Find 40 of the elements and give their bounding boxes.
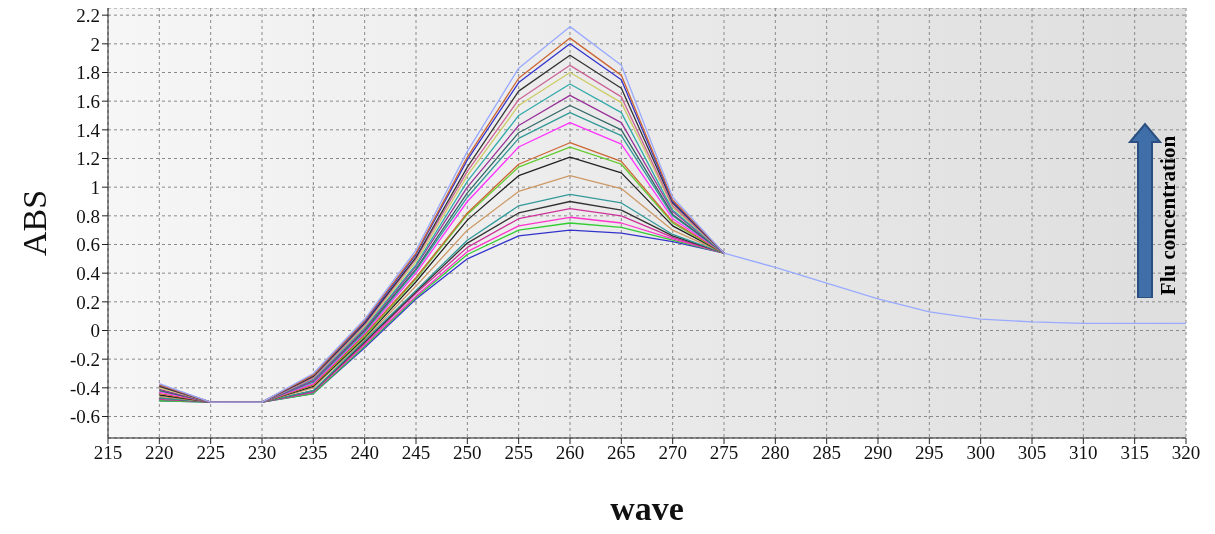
- y-tick-label: 0.6: [76, 234, 100, 256]
- x-tick-label: 240: [350, 442, 379, 464]
- x-tick-label: 295: [915, 442, 944, 464]
- y-tick-label: 1: [90, 176, 100, 198]
- y-tick-label: 2.2: [76, 4, 100, 26]
- x-tick-label: 245: [401, 442, 431, 464]
- x-tick-label: 255: [504, 442, 533, 464]
- x-tick-label: 265: [607, 442, 636, 464]
- x-tick-label: 235: [299, 442, 328, 464]
- x-tick-label: 275: [709, 442, 739, 464]
- y-tick-label: -0.4: [69, 377, 101, 399]
- y-tick-label: 0.8: [76, 205, 100, 227]
- x-tick-label: 310: [1069, 442, 1098, 464]
- y-tick-label: 1.2: [76, 148, 100, 170]
- x-tick-label: 225: [196, 442, 225, 464]
- x-tick-label: 285: [812, 442, 841, 464]
- y-tick-label: 0.4: [76, 262, 101, 284]
- x-tick-label: 215: [93, 442, 123, 464]
- y-axis-title: ABS: [16, 189, 54, 257]
- y-tick-label: 2: [90, 33, 100, 55]
- x-tick-label: 280: [761, 442, 790, 464]
- y-tick-label: 1.4: [76, 119, 101, 141]
- x-axis-title: wave: [610, 490, 684, 527]
- x-tick-label: 290: [863, 442, 893, 464]
- x-tick-label: 320: [1171, 442, 1201, 464]
- x-tick-label: 230: [247, 442, 277, 464]
- x-tick-label: 220: [145, 442, 174, 464]
- x-tick-label: 270: [658, 442, 687, 464]
- y-tick-label: -0.2: [69, 348, 100, 370]
- x-tick-label: 315: [1120, 442, 1149, 464]
- y-tick-label: 0.2: [76, 291, 100, 313]
- y-tick-label: 0: [90, 320, 100, 342]
- annotation: Flu concentration: [1155, 134, 1181, 298]
- x-tick-label: 250: [453, 442, 482, 464]
- y-tick-label: -0.6: [69, 406, 100, 428]
- y-tick-label: 1.6: [76, 90, 100, 112]
- x-tick-label: 260: [555, 442, 585, 464]
- y-tick-label: 1.8: [76, 62, 100, 84]
- x-tick-label: 305: [1017, 442, 1047, 464]
- x-tick-label: 300: [966, 442, 995, 464]
